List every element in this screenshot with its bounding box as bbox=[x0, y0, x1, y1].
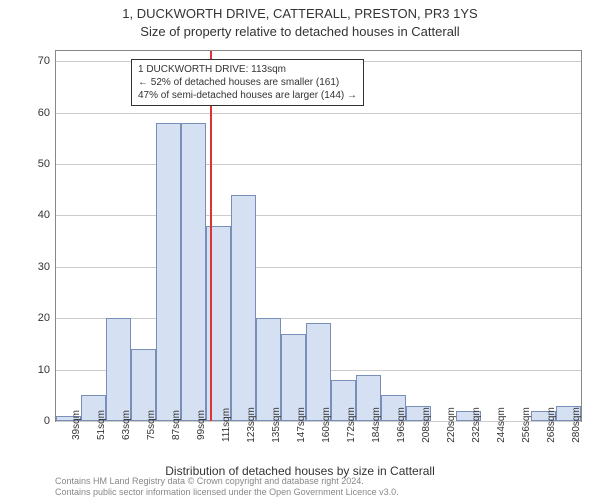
x-tick-label: 232sqm bbox=[469, 407, 482, 443]
x-tick-label: 147sqm bbox=[294, 407, 307, 443]
chart-container: 1, DUCKWORTH DRIVE, CATTERALL, PRESTON, … bbox=[0, 0, 600, 500]
x-tick-label: 208sqm bbox=[419, 407, 432, 443]
histogram-bar bbox=[181, 123, 206, 421]
x-tick-label: 63sqm bbox=[119, 410, 132, 440]
x-tick-label: 196sqm bbox=[394, 407, 407, 443]
x-tick-label: 244sqm bbox=[494, 407, 507, 443]
x-tick-label: 268sqm bbox=[544, 407, 557, 443]
annotation-line: 1 DUCKWORTH DRIVE: 113sqm bbox=[138, 63, 357, 76]
gridline bbox=[56, 164, 581, 165]
y-tick-label: 50 bbox=[38, 158, 50, 170]
gridline bbox=[56, 215, 581, 216]
histogram-bar bbox=[256, 318, 281, 421]
histogram-bar bbox=[231, 195, 256, 421]
annotation-line: 47% of semi-detached houses are larger (… bbox=[138, 89, 357, 102]
x-tick-label: 135sqm bbox=[269, 407, 282, 443]
footer-attribution: Contains HM Land Registry data © Crown c… bbox=[55, 476, 399, 498]
reference-line bbox=[210, 51, 212, 421]
plot-area: 01020304050607039sqm51sqm63sqm75sqm87sqm… bbox=[55, 50, 582, 422]
y-tick-label: 0 bbox=[44, 415, 50, 427]
x-tick-label: 123sqm bbox=[244, 407, 257, 443]
x-tick-label: 172sqm bbox=[344, 407, 357, 443]
x-tick-label: 160sqm bbox=[319, 407, 332, 443]
x-tick-label: 111sqm bbox=[219, 408, 232, 442]
gridline bbox=[56, 113, 581, 114]
x-tick-label: 51sqm bbox=[94, 410, 107, 440]
annotation-line: ← 52% of detached houses are smaller (16… bbox=[138, 76, 357, 89]
footer-line-1: Contains HM Land Registry data © Crown c… bbox=[55, 476, 399, 487]
y-tick-label: 70 bbox=[38, 55, 50, 67]
x-tick-label: 39sqm bbox=[69, 410, 82, 440]
y-tick-label: 30 bbox=[38, 261, 50, 273]
gridline bbox=[56, 318, 581, 319]
x-tick-label: 75sqm bbox=[144, 410, 157, 440]
footer-line-2: Contains public sector information licen… bbox=[55, 487, 399, 498]
x-tick-label: 280sqm bbox=[569, 407, 582, 443]
x-tick-label: 184sqm bbox=[369, 407, 382, 443]
y-tick-label: 60 bbox=[38, 107, 50, 119]
histogram-bar bbox=[106, 318, 131, 421]
x-tick-label: 220sqm bbox=[444, 407, 457, 443]
chart-title-sub: Size of property relative to detached ho… bbox=[0, 24, 600, 39]
x-tick-label: 87sqm bbox=[169, 410, 182, 440]
annotation-box: 1 DUCKWORTH DRIVE: 113sqm← 52% of detach… bbox=[131, 59, 364, 106]
chart-title-main: 1, DUCKWORTH DRIVE, CATTERALL, PRESTON, … bbox=[0, 6, 600, 21]
y-tick-label: 20 bbox=[38, 312, 50, 324]
y-tick-label: 10 bbox=[38, 364, 50, 376]
gridline bbox=[56, 267, 581, 268]
y-tick-label: 40 bbox=[38, 209, 50, 221]
histogram-bar bbox=[156, 123, 181, 421]
x-tick-label: 99sqm bbox=[194, 410, 207, 440]
x-tick-label: 256sqm bbox=[519, 407, 532, 443]
